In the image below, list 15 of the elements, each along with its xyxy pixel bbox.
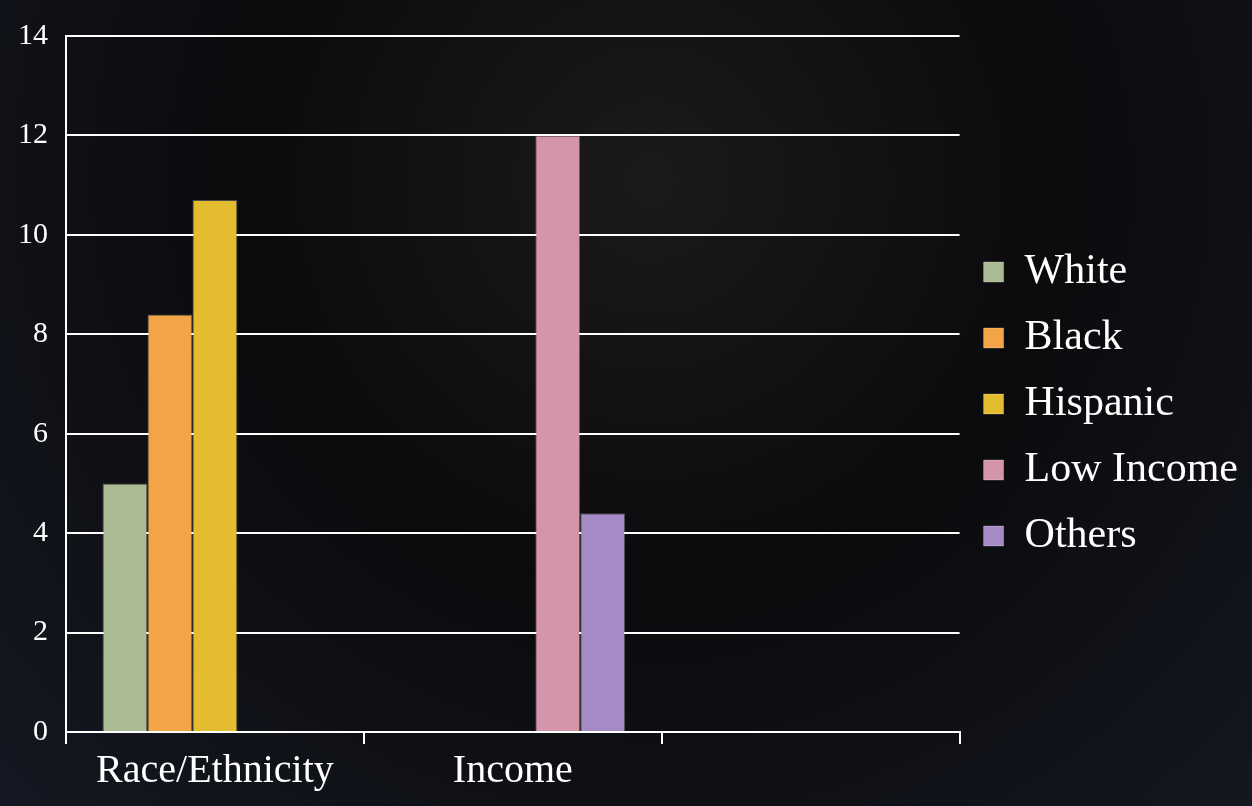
y-tick-label: 14 [18, 16, 48, 50]
y-tick-label: 12 [18, 116, 48, 150]
legend-label: Black [1024, 312, 1123, 359]
y-tick-label: 0 [33, 712, 48, 746]
y-tick-label: 10 [18, 215, 48, 249]
legend-label: Others [1024, 510, 1137, 557]
y-tick-label: 8 [33, 315, 48, 349]
legend-label: Low Income [1024, 444, 1239, 491]
x-tick-label: Income [452, 745, 573, 791]
x-tick-label: Race/Ethnicity [96, 745, 334, 791]
legend-label: Hispanic [1024, 378, 1174, 425]
legend-label: White [1024, 246, 1128, 293]
y-tick-label: 6 [33, 414, 48, 448]
y-tick-label: 2 [33, 613, 48, 647]
y-tick-label: 4 [33, 514, 48, 548]
